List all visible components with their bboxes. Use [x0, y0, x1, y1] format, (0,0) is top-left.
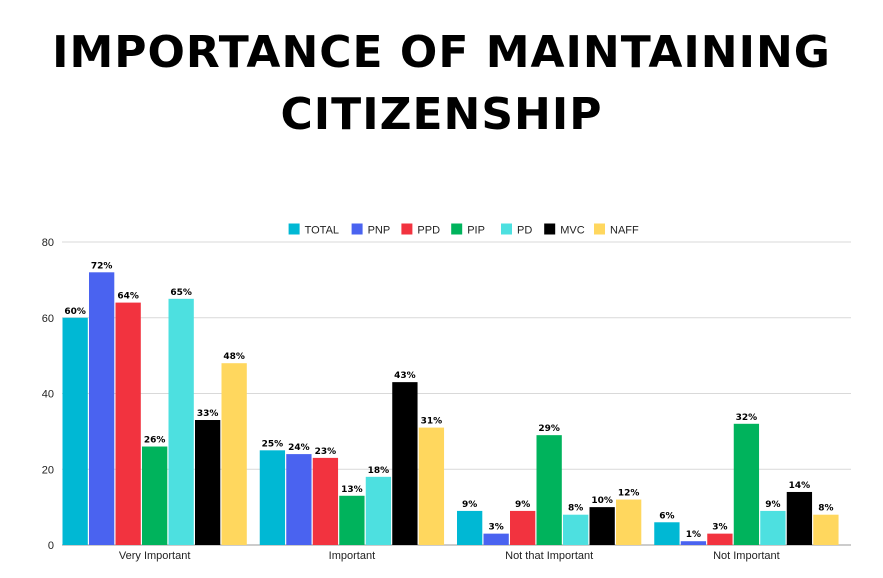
legend-swatch-mvc — [544, 223, 556, 235]
data-label: 29% — [538, 424, 560, 434]
bar-pip — [339, 495, 365, 545]
x-category-label: Very Important — [119, 550, 191, 562]
bar-pip — [733, 423, 760, 545]
legend-swatch-ppd — [401, 223, 413, 235]
legend-swatch-total — [288, 223, 300, 235]
data-label: 24% — [288, 443, 310, 453]
bar-mvc — [589, 507, 615, 545]
data-label: 6% — [659, 511, 674, 521]
bar-pnp — [680, 541, 707, 545]
legend-label-naff: NAFF — [610, 225, 639, 237]
legend-swatch-pnp — [351, 223, 363, 235]
data-label: 33% — [197, 409, 219, 419]
data-label: 1% — [686, 530, 701, 540]
y-tick-label: 80 — [42, 237, 54, 249]
data-label: 32% — [736, 413, 758, 423]
bar-pd — [168, 298, 194, 545]
bar-mvc — [195, 420, 221, 545]
bar-total — [654, 522, 680, 545]
data-label: 43% — [394, 371, 416, 381]
x-category-label: Important — [329, 550, 375, 562]
bar-pnp — [286, 454, 312, 545]
data-label: 10% — [591, 496, 613, 506]
data-label: 23% — [315, 447, 337, 457]
legend-swatch-pd — [501, 223, 512, 235]
data-label: 60% — [64, 307, 86, 317]
bar-pd — [760, 510, 786, 545]
bar-naff — [418, 427, 445, 545]
data-label: 12% — [618, 489, 640, 499]
legend-label-pd: PD — [517, 225, 532, 237]
y-tick-label: 60 — [42, 313, 54, 325]
bar-naff — [813, 514, 839, 545]
bar-naff — [616, 499, 642, 545]
bar-total — [259, 450, 286, 545]
data-label: 65% — [170, 288, 192, 298]
bar-pd — [365, 476, 392, 545]
data-label: 48% — [223, 352, 245, 362]
x-category-label: Not that Important — [505, 550, 593, 562]
data-label: 26% — [144, 436, 166, 446]
data-label: 9% — [462, 500, 477, 510]
x-category-label: Not Important — [713, 550, 780, 562]
data-label: 9% — [765, 500, 780, 510]
bar-pip — [142, 446, 168, 545]
bar-naff — [221, 363, 247, 545]
bar-pd — [563, 514, 589, 545]
data-label: 31% — [421, 417, 443, 427]
data-label: 64% — [117, 292, 139, 302]
data-label: 9% — [515, 500, 530, 510]
legend-label-pip: PIP — [467, 225, 485, 237]
bar-pip — [536, 435, 562, 545]
data-label: 8% — [568, 504, 583, 514]
bar-total — [457, 510, 483, 545]
bar-mvc — [392, 382, 418, 545]
y-tick-label: 40 — [42, 389, 54, 401]
legend-swatch-pip — [451, 223, 463, 235]
data-label: 8% — [818, 504, 833, 514]
chart-title: IMPORTANCE OF MAINTAINING CITIZENSHIP — [52, 27, 831, 140]
bar-ppd — [115, 302, 141, 545]
data-label: 25% — [262, 439, 284, 449]
data-label: 13% — [341, 485, 363, 495]
legend-label-pnp: PNP — [368, 225, 391, 237]
data-label: 18% — [368, 466, 390, 476]
bar-ppd — [510, 510, 536, 545]
y-tick-label: 20 — [42, 464, 54, 476]
bar-pnp — [89, 272, 115, 545]
bar-ppd — [312, 457, 339, 545]
bar-pnp — [483, 533, 509, 545]
data-label: 3% — [712, 523, 727, 533]
data-label: 3% — [489, 523, 504, 533]
legend-swatch-naff — [594, 223, 605, 235]
legend-label-ppd: PPD — [417, 225, 440, 237]
data-label: 14% — [789, 481, 811, 491]
legend-label-total: TOTAL — [305, 225, 339, 237]
bar-ppd — [707, 533, 733, 545]
y-tick-label: 0 — [48, 540, 54, 552]
data-label: 72% — [91, 261, 113, 271]
bar-mvc — [786, 491, 813, 545]
legend-label-mvc: MVC — [560, 225, 585, 237]
bar-total — [62, 317, 88, 545]
